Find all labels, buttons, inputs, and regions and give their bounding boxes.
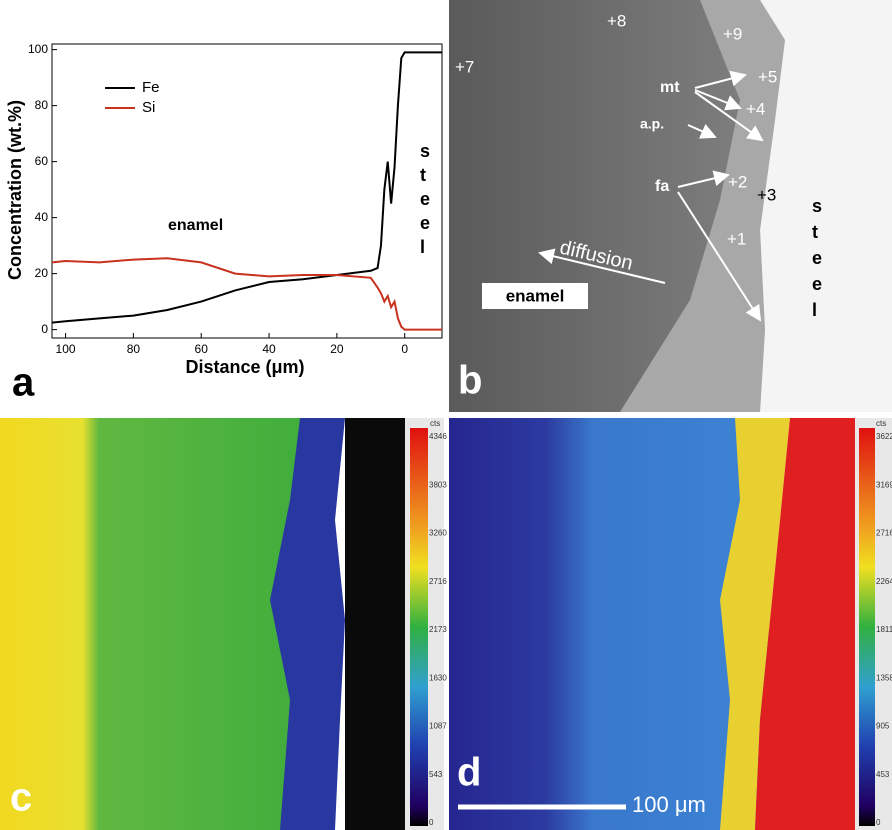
annotation: enamel bbox=[168, 217, 223, 234]
element-map bbox=[449, 418, 769, 830]
colorbar-label: 1811 bbox=[876, 625, 892, 634]
colorbar-label: 0 bbox=[876, 818, 881, 827]
colorbar-label: 3803 bbox=[429, 480, 447, 489]
scale-bar-label: 100 μm bbox=[632, 792, 706, 817]
y-axis-label: Concentration (wt.%) bbox=[5, 100, 25, 280]
data-line bbox=[51, 257, 442, 331]
panel-label: c bbox=[10, 776, 32, 820]
colorbar-label: 3260 bbox=[429, 529, 447, 538]
colorbar-label: 3169 bbox=[876, 480, 892, 489]
interface-layer bbox=[620, 0, 785, 412]
colorbar-label: 3622 bbox=[876, 432, 892, 441]
arrows bbox=[538, 70, 764, 322]
data-line bbox=[51, 51, 442, 324]
colorbar bbox=[410, 428, 428, 826]
y-tick-label: 40 bbox=[35, 210, 49, 224]
label-box bbox=[482, 283, 588, 309]
steel-region bbox=[345, 418, 405, 830]
y-tick-label: 80 bbox=[35, 98, 49, 112]
point-label: +4 bbox=[746, 99, 765, 118]
plot-frame bbox=[51, 43, 443, 339]
y-tick-label: 0 bbox=[41, 322, 48, 336]
colorbar-unit: cts bbox=[876, 419, 886, 428]
point-label: +5 bbox=[758, 67, 777, 86]
colorbar-label: 0 bbox=[429, 818, 434, 827]
y-tick-label: 20 bbox=[35, 266, 49, 280]
interface-band bbox=[270, 418, 345, 830]
colorbar-label: 453 bbox=[876, 770, 890, 779]
colorbar-label: 905 bbox=[876, 722, 890, 731]
point-label: +9 bbox=[723, 24, 742, 43]
colorbar-labels: 4346 3803 3260 2716 2173 1630 1087 543 0 bbox=[429, 432, 447, 827]
enamel-label: enamel bbox=[506, 286, 565, 305]
panel-b: +7 +8 +9 +5 +4 +2 +3 +1 mt a.p. fa diffu… bbox=[449, 0, 892, 412]
y-tick-label: 60 bbox=[35, 154, 49, 168]
colorbar-label: 2264 bbox=[876, 577, 892, 586]
phase-label: mt bbox=[660, 79, 680, 96]
phase-label: a.p. bbox=[640, 116, 664, 132]
x-axis-label: Distance (μm) bbox=[185, 357, 304, 377]
colorbar-label: 2716 bbox=[876, 529, 892, 538]
point-label: +2 bbox=[728, 172, 747, 191]
point-label: +7 bbox=[455, 57, 474, 76]
colorbar bbox=[859, 428, 875, 826]
x-tick-label: 80 bbox=[127, 342, 141, 356]
x-tick-label: 20 bbox=[330, 342, 344, 356]
panel-d: cts 3622 3169 2716 2264 1811 1358 905 453 0 d 10… bbox=[449, 418, 892, 830]
interface-band bbox=[720, 418, 790, 830]
colorbar-unit: cts bbox=[430, 419, 440, 428]
panel-label: d bbox=[457, 751, 481, 795]
legend-label: Fe bbox=[142, 79, 160, 96]
colorbar-label: 4346 bbox=[429, 432, 447, 441]
steel-region bbox=[755, 418, 858, 830]
x-tick-label: 100 bbox=[56, 342, 76, 356]
point-label: +1 bbox=[727, 229, 746, 248]
colorbar-label: 1630 bbox=[429, 673, 447, 682]
y-tick-label: 100 bbox=[28, 42, 48, 56]
colorbar-label: 1087 bbox=[429, 722, 447, 731]
colorbar-label: 2716 bbox=[429, 577, 447, 586]
legend-label: Si bbox=[142, 99, 155, 116]
point-label: +3 bbox=[757, 185, 776, 204]
point-label: +8 bbox=[607, 11, 626, 30]
colorbar-labels: 3622 3169 2716 2264 1811 1358 905 453 0 bbox=[876, 432, 892, 827]
panel-c: cts 4346 3803 3260 2716 2173 1630 1087 543 0 c bbox=[0, 418, 447, 830]
x-tick-label: 60 bbox=[195, 342, 209, 356]
colorbar-label: 2173 bbox=[429, 625, 447, 634]
steel-region bbox=[760, 0, 892, 412]
panel-a: Distance (μm) Concentration (wt.%) a 100… bbox=[5, 42, 443, 405]
x-tick-label: 0 bbox=[401, 342, 408, 356]
phase-label: fa bbox=[655, 178, 669, 195]
x-tick-label: 40 bbox=[262, 342, 276, 356]
panel-label: a bbox=[12, 361, 35, 405]
colorbar-label: 543 bbox=[429, 770, 443, 779]
colorbar-label: 1358 bbox=[876, 673, 892, 682]
panel-label: b bbox=[458, 359, 482, 403]
